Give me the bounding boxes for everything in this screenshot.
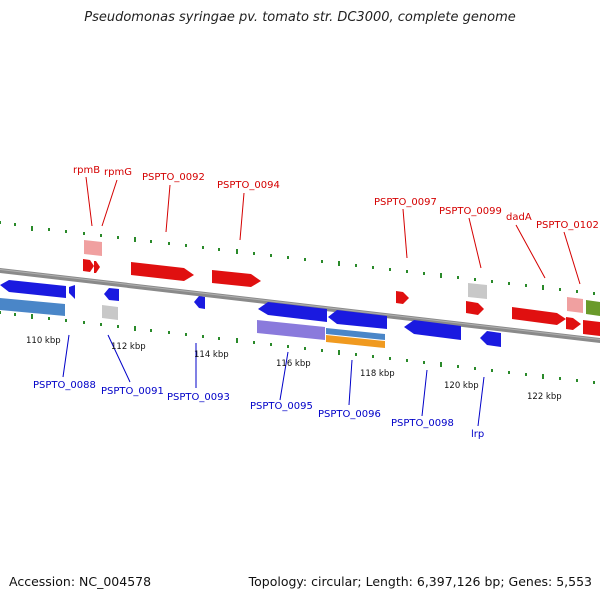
gene-PSPTO_0102 [566,317,581,330]
forward-gene-labels: rpmB rpmG PSPTO_0092 PSPTO_0094 PSPTO_00… [73,165,599,231]
gene-label-forward: rpmG [104,167,132,178]
gene-PSPTO_0097 [396,291,409,304]
scale-label: 110 kbp [26,336,61,346]
reverse-genes [0,280,501,348]
gene-PSPTO_0088-b [0,298,65,316]
gene-PSPTO_0095 [258,302,327,322]
gene-lrp [480,331,501,347]
gene-label-reverse: PSPTO_0098 [391,418,454,429]
gene-PSPTO_0098 [404,320,461,340]
gene-PSPTO_0088 [0,280,66,298]
forward-leader-lines [85,176,581,285]
gene-PSPTO_0092 [131,262,194,281]
scale-label: 120 kbp [444,381,479,391]
gene-label-forward: dadA [506,212,532,223]
gene-label-forward: PSPTO_0099 [439,206,502,217]
gene-PSPTO_0093 [194,296,205,309]
gene-label-forward: PSPTO_0092 [142,172,205,183]
scale-labels: 110 kbp 112 kbp 114 kbp 116 kbp 118 kbp … [26,336,562,402]
gene-label-reverse: PSPTO_0088 [33,380,96,391]
forward-tick-track [0,221,595,295]
gene-label-forward: PSPTO_0097 [374,197,437,208]
genome-summary: Topology: circular; Length: 6,397,126 bp… [248,574,592,589]
scale-label: 118 kbp [360,369,395,379]
scale-label: 116 kbp [276,359,311,369]
reverse-leader-lines [62,334,485,427]
gene-PSPTO_0096-c [326,335,385,348]
gene-rpmB-rna [84,240,102,256]
gene-PSPTO_0088-small [69,285,75,299]
gene-PSPTO_0096-b [326,328,385,340]
scale-label: 112 kbp [111,342,146,352]
gene-olive [586,300,600,316]
gene-PSPTO_0099-rna [468,283,487,299]
gene-PSPTO_0102-rna [567,297,583,313]
gene-rpmG [94,261,100,273]
gene-label-reverse: PSPTO_0096 [318,409,381,420]
gene-label-reverse: PSPTO_0095 [250,401,313,412]
gene-PSPTO_0094 [212,270,261,287]
gene-label-forward: PSPTO_0102 [536,220,599,231]
gene-edge-right [583,320,600,336]
scale-label: 114 kbp [194,350,229,360]
gene-PSPTO_0091-rna [102,305,118,320]
gene-rpmB [83,259,94,272]
gene-label-reverse: PSPTO_0093 [167,392,230,403]
scale-label: 122 kbp [527,392,562,402]
gene-label-reverse: PSPTO_0091 [101,386,164,397]
gene-PSPTO_0099 [466,301,484,315]
map-title: Pseudomonas syringae pv. tomato str. DC3… [84,10,516,25]
gene-label-forward: PSPTO_0094 [217,180,280,191]
genome-backbone [0,268,600,343]
reverse-gene-labels: PSPTO_0088 PSPTO_0091 PSPTO_0093 PSPTO_0… [33,380,484,440]
accession-label: Accession: NC_004578 [9,574,152,589]
gene-label-reverse: lrp [471,429,484,440]
gene-PSPTO_0096 [328,310,387,329]
gene-label-forward: rpmB [73,165,100,176]
gene-dadA [512,307,566,325]
gene-PSPTO_0091 [104,288,119,301]
reverse-tick-track [0,311,595,384]
gene-PSPTO_0095-b [257,320,325,340]
forward-genes [83,240,600,336]
